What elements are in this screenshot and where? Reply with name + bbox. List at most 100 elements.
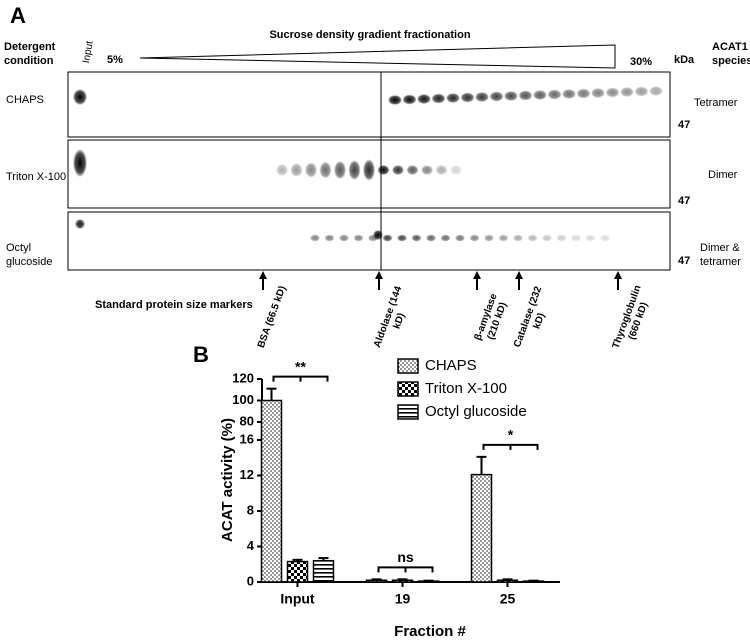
band [440, 234, 451, 242]
panel-label: A [10, 3, 26, 28]
kda-label: kDa [674, 54, 695, 66]
band [556, 234, 567, 242]
bracket [377, 566, 434, 573]
blot-panel: A Sucrose density gradient fractionation… [6, 3, 738, 311]
legend-label: Triton X-100 [425, 380, 507, 397]
legend-label: CHAPS [425, 357, 477, 374]
significance-label: * [508, 427, 514, 443]
band [533, 90, 547, 100]
bar [286, 560, 309, 583]
bar [312, 559, 335, 583]
band [460, 92, 475, 103]
band [634, 86, 649, 97]
marker-47: 47 [678, 195, 690, 207]
band [319, 161, 332, 179]
band [75, 219, 85, 229]
band [421, 165, 433, 175]
significance-bracket: ** [272, 358, 329, 382]
legend-label: Octyl glucoside [425, 403, 527, 420]
band [417, 94, 431, 104]
bar [260, 399, 283, 583]
marker-47: 47 [678, 119, 690, 131]
band [290, 163, 303, 177]
y-tick-label: 12 [240, 467, 254, 482]
band [435, 165, 448, 175]
band [411, 234, 422, 242]
band [348, 160, 361, 180]
row-condition: Octyl glucoside [6, 242, 53, 268]
row-condition: Triton X-100 [6, 171, 66, 183]
y-tick-label: 4 [247, 538, 255, 553]
band [339, 234, 349, 242]
gradient-wedge [139, 44, 616, 69]
panel-label: B [193, 342, 209, 367]
band [406, 165, 419, 175]
bracket [272, 375, 329, 382]
blot-row [67, 71, 671, 138]
arrow-head [614, 271, 622, 279]
band [475, 92, 489, 102]
band [498, 234, 509, 242]
band [382, 234, 393, 242]
x-tick-label: 19 [395, 591, 411, 607]
band [353, 234, 364, 242]
y-tick-label: 16 [240, 431, 254, 446]
row-species: Dimer & tetramer [700, 242, 741, 268]
band [649, 86, 663, 96]
blot-row [67, 211, 671, 271]
band [310, 234, 320, 242]
row-species: Tetramer [694, 97, 738, 109]
y-axis-label: ACAT activity (%) [219, 418, 236, 542]
y-tick-label: 8 [247, 502, 254, 517]
chart: B ACAT activity (%) Fraction # 0 4 8 12 16 80… [193, 342, 560, 640]
marker-47: 47 [678, 255, 690, 267]
legend-swatch [397, 381, 419, 397]
band [392, 165, 404, 175]
band [542, 234, 552, 242]
band [489, 91, 504, 102]
blot-bands [73, 86, 663, 242]
band [455, 234, 465, 242]
band [73, 149, 87, 177]
band [562, 89, 576, 99]
y-tick-label: 0 [247, 573, 254, 588]
gradient-end: 30% [630, 56, 652, 68]
band [547, 89, 562, 100]
x-axis-label: Fraction # [394, 623, 466, 640]
band [334, 160, 346, 180]
bracket [482, 443, 539, 450]
band [504, 91, 518, 101]
band [388, 95, 402, 105]
x-tick-label: 25 [500, 591, 516, 607]
gradient-title: Sucrose density gradient fractionation [269, 29, 470, 41]
arrow-head [375, 271, 383, 279]
band [600, 234, 610, 242]
bar [365, 579, 388, 583]
band [620, 87, 634, 97]
band [276, 164, 288, 176]
significance-bracket: ns [377, 549, 434, 573]
band [518, 90, 533, 101]
legend-swatch [397, 358, 419, 374]
arrow-head [259, 271, 267, 279]
band [484, 234, 494, 242]
band [446, 93, 460, 103]
band [431, 93, 446, 104]
band [576, 88, 591, 99]
significance-bracket: * [482, 427, 539, 450]
band [305, 162, 317, 178]
left-header: Detergent condition [4, 41, 56, 67]
band [363, 159, 375, 181]
band [402, 94, 417, 105]
row-species: Dimer [708, 169, 738, 181]
band [324, 234, 335, 242]
markers-title: Standard protein size markers [95, 299, 253, 311]
y-tick-label: 80 [240, 413, 254, 428]
right-header: ACAT1 species [712, 41, 750, 67]
band [377, 165, 390, 175]
bar [391, 579, 414, 583]
significance-label: ns [397, 549, 414, 565]
significance-label: ** [295, 358, 306, 374]
